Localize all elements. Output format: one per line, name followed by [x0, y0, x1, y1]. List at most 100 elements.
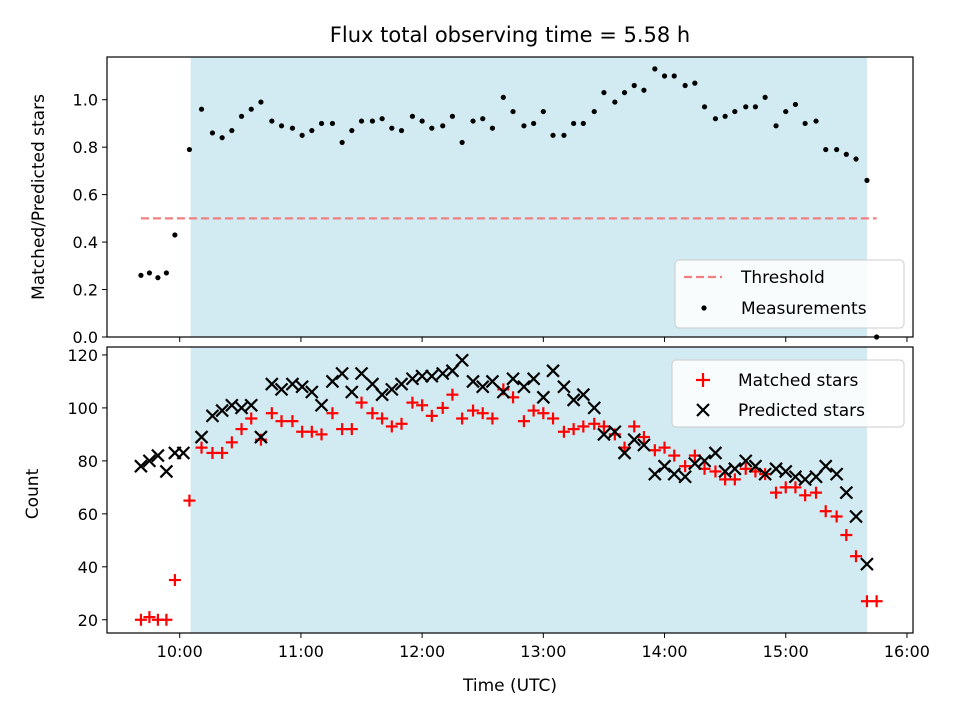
top-y-axis-label: Matched/Predicted stars	[29, 94, 49, 300]
top-y-tick-label: 0.8	[73, 138, 98, 157]
predicted-star-b	[748, 459, 763, 473]
predicted-star-b	[587, 401, 602, 415]
matched-star-point	[235, 423, 248, 436]
matched-star-point	[446, 388, 459, 401]
x-tick-label: 15:00	[763, 642, 809, 661]
predicted-star-point	[325, 374, 340, 389]
predicted-star-point	[496, 385, 511, 399]
matched-star-point	[658, 441, 671, 454]
measurement-point	[531, 120, 537, 127]
measurement-point	[641, 87, 647, 93]
predicted-star-b	[517, 379, 531, 394]
predicted-star-b	[151, 448, 165, 463]
predicted-star-b	[466, 374, 480, 389]
matched-star-point	[376, 412, 389, 425]
predicted-star-point	[159, 464, 174, 479]
predicted-star-point	[335, 366, 349, 381]
predicted-star-point	[385, 382, 399, 397]
predicted-star-b	[728, 462, 742, 476]
predicted-star-b	[798, 472, 812, 487]
measurement-point	[238, 113, 245, 119]
matched-star-point	[183, 494, 196, 507]
measurement-point	[510, 108, 516, 115]
matched-star-point	[216, 446, 229, 459]
predicted-star-point	[526, 371, 541, 386]
predicted-star-b	[274, 382, 289, 397]
measurement-point	[692, 80, 698, 86]
predicted-star-point	[176, 446, 191, 460]
matched-star-point	[537, 407, 550, 420]
matched-star-point	[143, 611, 156, 624]
predicted-star-point	[788, 469, 803, 484]
predicted-star-point	[394, 377, 409, 391]
predicted-star-point	[345, 385, 359, 399]
matched-star-point	[648, 444, 661, 457]
measurement-point	[289, 125, 296, 131]
predicted-star-point	[365, 377, 380, 391]
top-axes-frame	[106, 56, 914, 338]
predicted-star-point	[134, 459, 148, 473]
predicted-star-b	[265, 377, 279, 391]
measurement-point	[631, 82, 637, 89]
predicted-star-point	[506, 371, 520, 386]
matched-star-point	[588, 417, 601, 430]
predicted-star-point	[829, 467, 844, 481]
measurement-point	[843, 151, 849, 157]
predicted-star-point	[285, 377, 300, 391]
predicted-star-b	[637, 438, 651, 452]
predicted-star-b	[159, 464, 174, 479]
measurement-point	[349, 127, 355, 134]
measurement-point	[743, 104, 749, 110]
predicted-star-point	[546, 364, 560, 378]
matched-star-point	[547, 412, 560, 425]
bottom-axes-frame	[106, 346, 914, 634]
matched-star-point	[728, 473, 741, 486]
predicted-star-point	[667, 467, 682, 481]
top-y-tick-label: 1.0	[73, 91, 98, 110]
measurement-point	[318, 120, 325, 127]
predicted-star-point	[194, 430, 209, 444]
predicted-star-point	[637, 438, 651, 452]
matched-star-point	[406, 396, 419, 409]
measurement-point	[449, 113, 456, 119]
bottom-y-tick-label: 60	[78, 505, 98, 524]
predicted-star-b	[688, 456, 702, 471]
matched-star-point	[486, 412, 499, 425]
measurement-point	[500, 94, 506, 100]
measurement-point	[146, 270, 153, 276]
predicted-star-b	[860, 557, 874, 571]
predicted-star-point	[225, 398, 239, 413]
predicted-star-point	[274, 382, 289, 397]
matched-star-point	[275, 415, 288, 428]
predicted-star-b	[325, 374, 340, 389]
predicted-star-point	[587, 401, 602, 415]
predicted-star-point	[627, 432, 642, 447]
predicted-star-point	[466, 374, 480, 389]
predicted-star-b	[445, 364, 460, 378]
x-tick-label: 11:00	[278, 642, 324, 661]
matched-star-point	[628, 420, 641, 433]
legend-threshold-label: Threshold	[740, 268, 825, 288]
measurement-point	[470, 118, 476, 124]
predicted-star-point	[142, 454, 157, 468]
predicted-star-b	[758, 467, 772, 481]
measurement-point	[398, 127, 405, 134]
predicted-star-point	[718, 464, 732, 479]
predicted-star-b	[335, 366, 349, 381]
predicted-star-b	[597, 427, 611, 442]
predicted-star-point	[435, 366, 450, 381]
measurement-point	[369, 118, 376, 124]
measurement-point	[269, 118, 275, 124]
matched-star-point	[366, 407, 379, 420]
predicted-star-point	[860, 557, 874, 571]
predicted-star-b	[708, 446, 723, 460]
measurement-point	[459, 139, 465, 146]
top-y-tick-label: 0.2	[73, 281, 98, 300]
predicted-star-b	[394, 377, 409, 391]
measurement-point	[309, 127, 315, 134]
predicted-star-b	[314, 398, 329, 413]
matched-star-point	[709, 465, 722, 478]
predicted-star-point	[536, 390, 551, 405]
predicted-star-point	[375, 387, 389, 402]
measurement-point	[612, 99, 618, 105]
